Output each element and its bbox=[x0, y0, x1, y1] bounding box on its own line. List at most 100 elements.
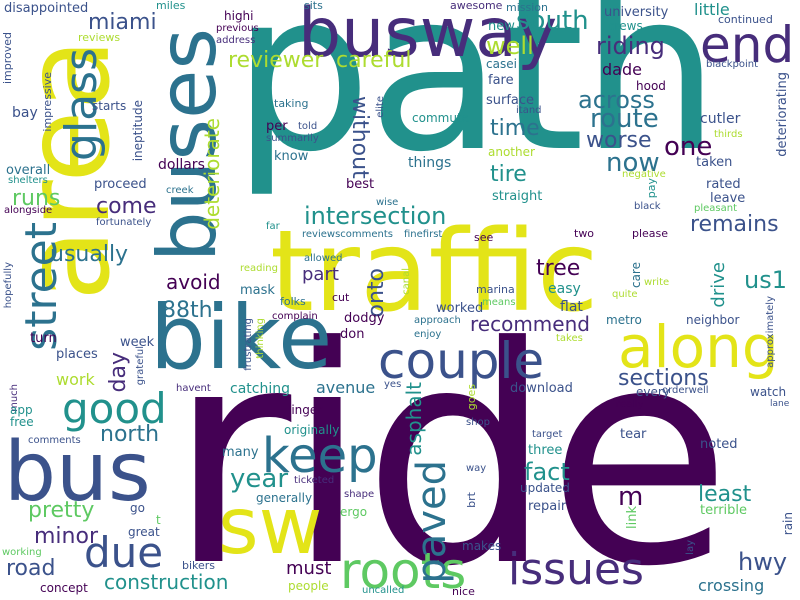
word-sw: sw bbox=[218, 482, 323, 572]
word-great: great bbox=[128, 525, 160, 539]
word-avenue: avenue bbox=[316, 378, 376, 397]
word-pay: pay bbox=[645, 178, 658, 199]
word-approach: approach bbox=[414, 315, 461, 326]
word-well: well bbox=[486, 32, 534, 60]
word-surface: surface bbox=[486, 93, 535, 108]
word-rain: rain bbox=[781, 512, 795, 536]
word-hood: hood bbox=[636, 79, 666, 93]
word-watch: watch bbox=[750, 385, 787, 399]
word-shape: shape bbox=[344, 489, 375, 500]
word-turn: turn bbox=[30, 331, 57, 346]
word-best: best bbox=[346, 177, 375, 192]
word-every: every bbox=[636, 385, 670, 399]
word-overall: overall bbox=[6, 163, 51, 178]
word-sits: sits bbox=[304, 0, 323, 12]
word-rated: rated bbox=[706, 177, 741, 192]
word-without: without bbox=[347, 96, 372, 179]
word-intersection: intersection bbox=[304, 202, 447, 230]
word-metro: metro bbox=[606, 313, 642, 327]
word-makes: makes bbox=[462, 539, 502, 553]
word-end: end bbox=[700, 16, 795, 74]
word-bay: bay bbox=[12, 105, 38, 121]
word-goes: goes bbox=[465, 384, 478, 411]
word-elite: elite bbox=[375, 96, 386, 118]
word-means: means bbox=[482, 297, 516, 308]
word-casei: casei bbox=[486, 57, 517, 71]
word-good: good bbox=[62, 384, 167, 433]
word-havent: havent bbox=[176, 383, 211, 394]
word-creek: creek bbox=[166, 185, 194, 196]
word-link: link bbox=[625, 506, 640, 529]
word-ticketed: ticketed bbox=[294, 475, 335, 486]
word-concept: concept bbox=[40, 581, 88, 595]
word-address: address bbox=[216, 35, 256, 46]
word-orderwell: orderwell bbox=[662, 385, 709, 396]
word-reviewer: reviewer bbox=[228, 48, 324, 73]
word-see: see bbox=[474, 231, 494, 244]
word-road: road bbox=[6, 556, 56, 581]
word-fact: fact bbox=[524, 458, 570, 486]
word-itand: itand bbox=[516, 105, 542, 116]
word-least: least bbox=[698, 482, 752, 507]
word-awesome: awesome bbox=[450, 0, 503, 12]
word-disappointed: disappointed bbox=[4, 1, 89, 16]
word-busway: busway bbox=[298, 0, 558, 73]
word-ride: ride bbox=[168, 283, 732, 600]
word-care: care bbox=[629, 262, 643, 289]
word-sections: sections bbox=[618, 366, 709, 391]
word-t: t bbox=[156, 513, 161, 527]
word-flat: flat bbox=[560, 299, 583, 315]
word-target: target bbox=[532, 429, 563, 440]
word-careful: careful bbox=[336, 48, 412, 73]
word-year: year bbox=[230, 464, 289, 494]
word-told: told bbox=[298, 121, 318, 132]
word-negative: negative bbox=[622, 169, 666, 180]
word-free: free bbox=[10, 415, 34, 429]
word-tree: tree bbox=[536, 256, 581, 281]
word-originally: originally bbox=[284, 423, 340, 437]
word-bus: bus bbox=[4, 425, 151, 520]
word-comments: comments bbox=[28, 435, 81, 446]
word-canal: canal bbox=[401, 268, 412, 295]
word-one: one bbox=[664, 132, 713, 162]
word-yes: yes bbox=[384, 379, 402, 390]
word-part: part bbox=[302, 264, 339, 285]
word-cutler: cutler bbox=[700, 111, 741, 127]
word-remains: remains bbox=[690, 212, 779, 237]
word-along: along bbox=[618, 313, 779, 381]
word-bikers: bikers bbox=[182, 559, 216, 572]
word-tear: tear bbox=[620, 427, 647, 442]
word-avoid: avoid bbox=[166, 270, 221, 294]
word-summarily: summarily bbox=[266, 133, 319, 144]
word-reviews: reviews bbox=[78, 31, 121, 44]
word-crews: crews bbox=[608, 19, 643, 33]
word-construction: construction bbox=[104, 570, 229, 594]
word-north: north bbox=[100, 422, 160, 447]
word-grateful: grateful bbox=[135, 346, 146, 386]
word-frustrating: frustrating bbox=[243, 318, 254, 371]
word-mask: mask bbox=[240, 283, 275, 298]
word-leave: leave bbox=[710, 191, 746, 206]
word-roots: roots bbox=[340, 542, 467, 600]
word-tire: tire bbox=[490, 162, 527, 187]
word-due: due bbox=[84, 528, 164, 577]
word-marina: marina bbox=[476, 283, 515, 296]
word-alongside: alongside bbox=[4, 205, 53, 216]
word-must: must bbox=[286, 558, 332, 579]
word-places: places bbox=[56, 347, 98, 362]
word-paved: paved bbox=[409, 460, 455, 584]
word-shop: shop bbox=[466, 417, 491, 428]
word-miami: miami bbox=[88, 10, 157, 35]
word-approximately: approximately bbox=[765, 296, 776, 368]
word-two: two bbox=[574, 227, 595, 240]
word-things: things bbox=[408, 155, 452, 171]
word-work: work bbox=[56, 370, 95, 389]
word-black: black bbox=[634, 201, 661, 212]
word-go: go bbox=[130, 501, 145, 515]
word-enjoy: enjoy bbox=[414, 329, 442, 340]
word-ineptitude: ineptitude bbox=[131, 100, 145, 162]
word-pleasant: pleasant bbox=[694, 203, 738, 214]
word-path: path bbox=[232, 0, 720, 200]
word-nice: nice bbox=[452, 585, 475, 598]
word-now: now bbox=[606, 148, 660, 178]
